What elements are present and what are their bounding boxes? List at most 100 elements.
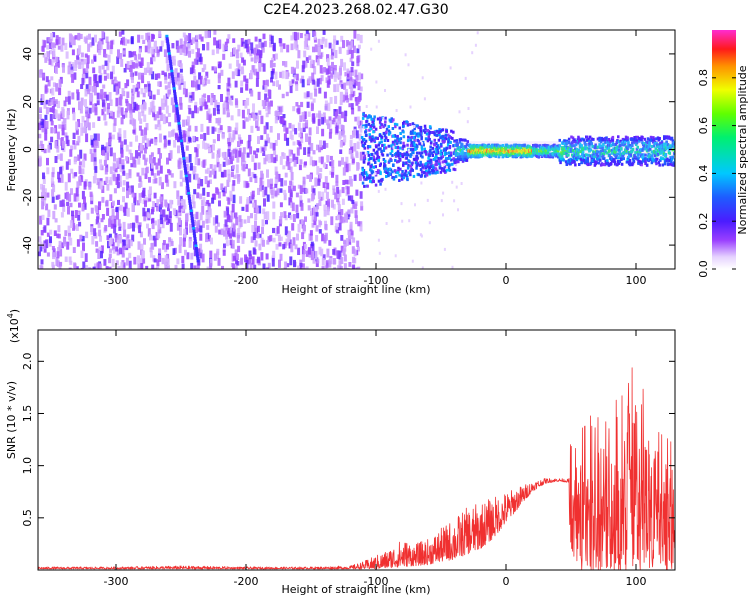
signal-cell [410,135,413,139]
noise-cell [334,50,338,59]
noise-cell [234,68,238,76]
noise-cell [232,148,236,154]
noise-cell [78,45,82,55]
noise-cell [297,108,301,115]
signal-cell [411,144,415,148]
noise-cell [156,266,160,269]
noise-cell [203,64,207,70]
noise-cell [449,66,452,70]
noise-cell [176,72,180,82]
signal-cell [585,135,589,139]
signal-cell [365,177,368,181]
noise-cell [109,248,112,253]
signal-cell [390,117,393,121]
signal-cell [425,173,429,177]
noise-cell [263,125,267,135]
noise-cell [90,135,93,140]
noise-cell [244,101,248,109]
noise-cell [41,197,45,202]
noise-cell [91,37,95,46]
signal-cell [455,139,459,143]
noise-cell [301,79,305,88]
signal-cell [584,147,587,151]
signal-cell [425,132,429,136]
noise-cell [312,160,315,167]
signal-cell [415,166,418,170]
signal-cell [500,148,504,152]
x-tick-label: 0 [503,575,510,588]
noise-cell [69,202,73,208]
noise-cell [93,228,97,236]
noise-cell [154,267,158,269]
noise-cell [102,84,106,89]
signal-cell [602,149,605,152]
noise-cell [52,252,55,260]
noise-cell [106,41,110,50]
signal-cell [439,136,442,140]
signal-cell [581,153,585,157]
signal-cell [606,151,609,155]
noise-cell [241,109,245,119]
signal-cell [602,142,605,146]
noise-cell [272,227,275,234]
signal-cell [482,147,486,151]
signal-cell [437,161,441,165]
noise-cell [258,60,262,67]
noise-cell [337,265,341,269]
signal-cell [556,144,559,148]
signal-cell [631,157,635,161]
noise-cell [121,159,125,168]
noise-cell [293,74,297,79]
noise-cell [328,132,332,139]
noise-cell [460,182,463,185]
noise-cell [61,242,64,249]
colorbar-label: Normalized spectral amplitude [736,65,749,234]
noise-cell [169,76,173,84]
noise-cell [193,219,197,226]
signal-cell [479,149,482,153]
diagonal-cell [182,159,186,163]
noise-cell [248,135,252,141]
noise-cell [280,178,284,187]
signal-cell [640,163,643,167]
colorbar-ticks: 0.00.20.40.60.8 [697,69,736,278]
signal-cell [377,147,380,151]
noise-cell [297,122,301,131]
signal-cell [566,161,569,165]
noise-cell [91,103,95,113]
diagonal-cell [177,124,181,128]
noise-cell [138,175,142,182]
x-tick-label: -200 [234,575,259,588]
signal-cell [461,138,465,142]
noise-cell [335,223,339,230]
signal-cell [415,158,419,162]
noise-cell [120,107,124,116]
noise-cell [158,176,162,186]
signal-cell [392,134,395,138]
noise-cell [143,134,147,141]
noise-cell [81,77,85,86]
noise-cell [331,166,335,176]
noise-cell [217,191,221,199]
noise-cell [194,156,198,165]
signal-cell [579,150,583,154]
noise-cell [177,60,181,66]
noise-cell [234,149,238,158]
noise-cell [222,53,226,60]
noise-cell [247,108,250,115]
signal-cell [628,143,632,147]
signal-cell [373,139,376,143]
signal-cell [369,164,372,168]
noise-cell [297,265,301,269]
signal-cell [572,155,576,159]
signal-cell [546,150,550,154]
signal-cell [590,142,593,146]
noise-cell [236,234,240,243]
noise-cell [77,119,80,128]
signal-cell [665,159,668,163]
signal-cell [634,141,637,145]
noise-cell [83,202,87,210]
noise-cell [229,158,233,165]
noise-cell [234,98,238,106]
signal-cell [382,125,385,129]
